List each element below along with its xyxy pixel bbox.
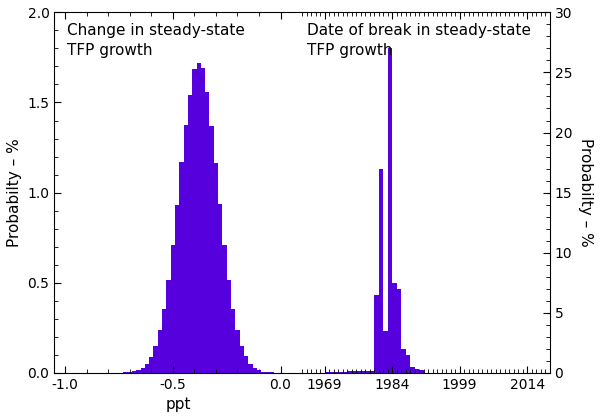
Bar bbox=[170, 245, 175, 372]
Bar bbox=[239, 346, 244, 372]
Text: Change in steady-state
TFP growth: Change in steady-state TFP growth bbox=[67, 23, 245, 58]
Bar bbox=[361, 371, 365, 372]
Bar bbox=[136, 370, 140, 372]
Bar bbox=[179, 163, 184, 372]
Bar bbox=[166, 280, 170, 372]
Bar bbox=[388, 49, 392, 372]
Bar bbox=[235, 330, 239, 372]
Bar bbox=[401, 349, 406, 372]
Bar bbox=[154, 346, 158, 372]
Bar bbox=[356, 371, 361, 372]
Bar bbox=[347, 371, 352, 372]
Text: Date of break in steady-state
TFP growth: Date of break in steady-state TFP growth bbox=[307, 23, 531, 58]
Bar bbox=[209, 127, 214, 372]
Y-axis label: Probabilty – %: Probabilty – % bbox=[578, 138, 593, 247]
Bar bbox=[248, 364, 253, 372]
Bar bbox=[383, 331, 388, 372]
Bar bbox=[374, 295, 379, 372]
Bar bbox=[184, 125, 188, 372]
Bar bbox=[149, 357, 154, 372]
Bar bbox=[218, 204, 223, 372]
Bar bbox=[140, 367, 145, 372]
Bar bbox=[352, 371, 356, 372]
Bar bbox=[253, 368, 257, 372]
Bar bbox=[132, 371, 136, 372]
Bar bbox=[145, 364, 149, 372]
Bar bbox=[379, 168, 383, 372]
Bar bbox=[365, 371, 370, 372]
Bar bbox=[231, 308, 235, 372]
Bar bbox=[392, 282, 397, 372]
Bar bbox=[188, 95, 192, 372]
X-axis label: ppt: ppt bbox=[166, 397, 191, 412]
Bar bbox=[158, 330, 162, 372]
Bar bbox=[192, 69, 197, 372]
Bar bbox=[419, 370, 424, 372]
Bar bbox=[370, 371, 374, 372]
Bar bbox=[162, 309, 166, 372]
Bar bbox=[415, 369, 419, 372]
Bar bbox=[205, 91, 209, 372]
Y-axis label: Probabilty – %: Probabilty – % bbox=[7, 138, 22, 247]
Bar bbox=[201, 68, 205, 372]
Bar bbox=[244, 357, 248, 372]
Bar bbox=[410, 367, 415, 372]
Bar bbox=[397, 289, 401, 372]
Bar bbox=[175, 205, 179, 372]
Bar bbox=[223, 245, 227, 372]
Bar bbox=[227, 280, 231, 372]
Bar bbox=[257, 370, 261, 372]
Bar bbox=[406, 354, 410, 372]
Bar bbox=[214, 163, 218, 372]
Bar bbox=[197, 63, 201, 372]
